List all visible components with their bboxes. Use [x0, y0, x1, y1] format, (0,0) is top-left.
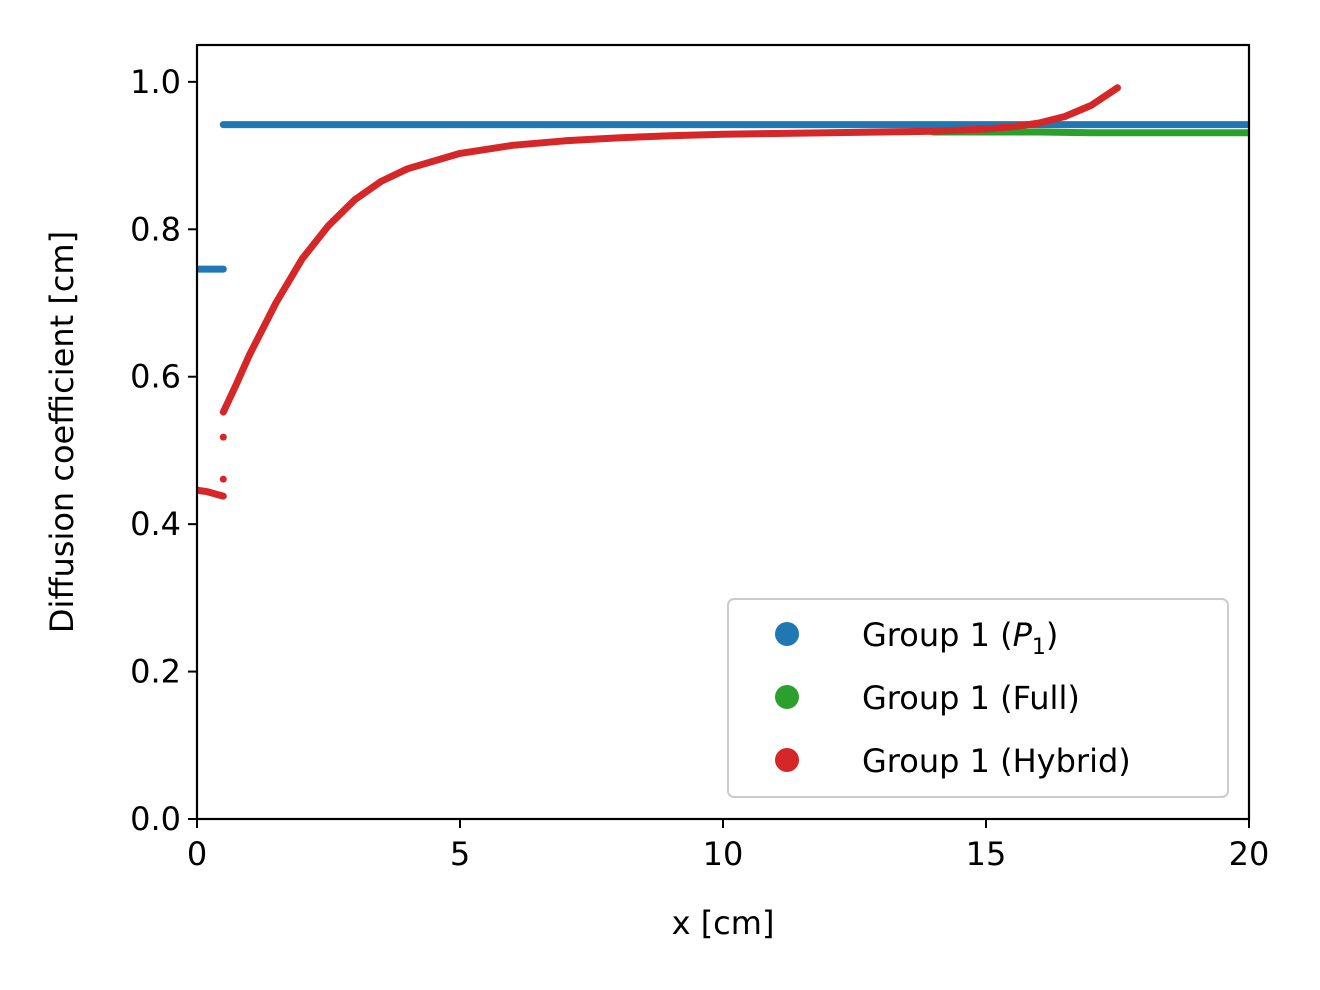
y-tick-label: 0.6 [130, 358, 181, 396]
y-tick-label: 0.8 [130, 210, 181, 248]
legend-marker-p1 [775, 622, 799, 646]
y-tick-label: 1.0 [130, 63, 181, 101]
series-2 [197, 84, 1121, 500]
x-tick-label: 5 [450, 835, 470, 873]
series-line [197, 486, 227, 500]
x-tick-label: 20 [1229, 835, 1270, 873]
series-layer [197, 84, 1249, 500]
y-tick-label: 0.0 [130, 800, 181, 838]
legend-marker-full [775, 685, 799, 709]
y-axis-label: Diffusion coefficient [cm] [43, 231, 81, 633]
x-tick-label: 0 [187, 835, 207, 873]
legend-box [727, 598, 1229, 798]
x-tick-label: 10 [703, 835, 744, 873]
x-tick-label: 15 [966, 835, 1007, 873]
legend-entry-full: Group 1 (Full) [862, 679, 1080, 717]
x-axis-label: x [cm] [672, 904, 775, 942]
legend-entry-hybrid: Group 1 (Hybrid) [862, 742, 1131, 780]
series-point [219, 475, 227, 483]
series-0 [197, 121, 1249, 273]
series-line [219, 84, 1121, 416]
x-axis-ticks: 0 5 10 15 20 [187, 819, 1270, 873]
plot-area [197, 84, 1249, 500]
y-tick-label: 0.4 [130, 505, 181, 543]
legend-entry-p1: Group 1 (P1) [862, 616, 1058, 660]
y-axis-ticks: 0.0 0.2 0.4 0.6 0.8 1.0 [130, 63, 197, 838]
series-point [219, 433, 227, 441]
y-tick-label: 0.2 [130, 653, 181, 691]
legend-marker-hybrid [775, 748, 799, 772]
legend: Group 1 (P1) Group 1 (Full) Group 1 (Hyb… [727, 598, 1229, 798]
